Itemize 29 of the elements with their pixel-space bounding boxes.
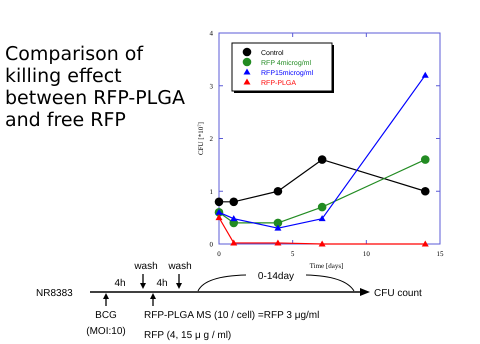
point: [318, 155, 326, 164]
point: [274, 186, 282, 196]
point: [318, 202, 326, 212]
point: [229, 198, 238, 206]
point: [274, 218, 282, 228]
text: RFP-PLGA MS (10 / cell) =RFP 3 μg/ml: [144, 310, 320, 321]
point: [420, 155, 430, 164]
text: (MOI:10): [86, 326, 126, 337]
text: wash: [167, 261, 192, 272]
point: [274, 224, 282, 231]
text: NR8383: [36, 288, 74, 299]
text: BCG: [95, 310, 118, 321]
text: 4h: [156, 278, 168, 289]
text: 4h: [114, 278, 126, 289]
point: [422, 72, 429, 78]
point: [420, 186, 430, 196]
text: wash: [133, 261, 158, 272]
point: [274, 239, 282, 246]
text: CFU count: [374, 288, 422, 299]
point: [230, 239, 238, 246]
point: [216, 214, 222, 220]
text: Comparison of killing effect between RFP-PLGA and free RFP: [5, 43, 185, 131]
text: 0-14day: [258, 271, 294, 282]
point: [318, 240, 326, 246]
text: RFP (4, 15 μ g / ml): [144, 330, 232, 341]
point: [214, 198, 224, 206]
point: [318, 215, 326, 222]
point: [422, 240, 429, 246]
point: [230, 215, 238, 222]
